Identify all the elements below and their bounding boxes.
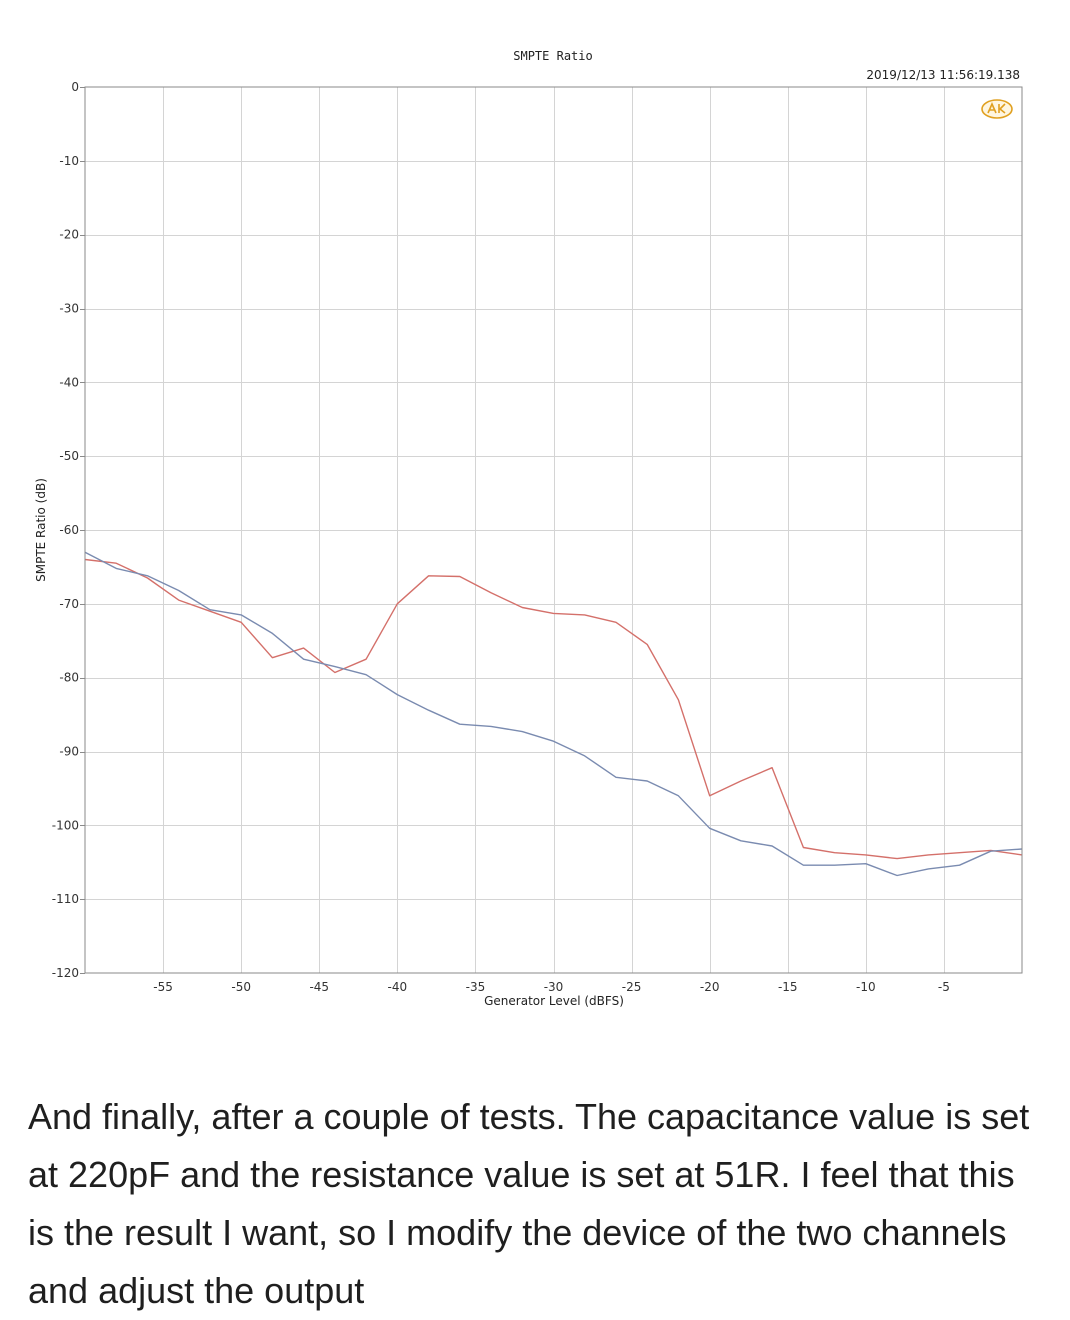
y-tick-label: -80 bbox=[59, 671, 79, 685]
x-tick-label: -35 bbox=[466, 980, 486, 994]
x-tick-label: -30 bbox=[544, 980, 564, 994]
ap-logo-icon bbox=[981, 99, 1013, 119]
x-tick-label: -45 bbox=[309, 980, 329, 994]
article-caption: And finally, after a couple of tests. Th… bbox=[28, 1096, 1030, 1311]
x-tick-label: -15 bbox=[778, 980, 798, 994]
x-tick-label: -20 bbox=[700, 980, 720, 994]
x-tick-label: -55 bbox=[153, 980, 173, 994]
chart-timestamp: 2019/12/13 11:56:19.138 bbox=[866, 68, 1020, 82]
series-layer bbox=[84, 551, 1023, 877]
y-tick-label: -50 bbox=[59, 449, 79, 463]
y-tick-label: -30 bbox=[59, 302, 79, 316]
tick-layer: -55 -50 -45 -40 -35 -30 -25 -20 -15 -10 -50-10-20-… bbox=[52, 80, 950, 994]
x-tick-label: -40 bbox=[388, 980, 408, 994]
x-tick-label: -50 bbox=[231, 980, 251, 994]
x-tick-label: -5 bbox=[938, 980, 950, 994]
y-tick-label: -20 bbox=[59, 228, 79, 242]
x-tick-label: -25 bbox=[622, 980, 642, 994]
y-tick-label: -60 bbox=[59, 523, 79, 537]
y-tick-label: -10 bbox=[59, 154, 79, 168]
y-tick-label: -70 bbox=[59, 597, 79, 611]
smpte-chart: -55 -50 -45 -40 -35 -30 -25 -20 -15 -10 -5 0 -10 -20-… bbox=[34, 49, 1023, 1008]
y-tick-label: 0 bbox=[71, 80, 79, 94]
series-line-2 bbox=[84, 551, 1023, 877]
chart-canvas: -55 -50 -45 -40 -35 -30 -25 -20 -15 -10 -50-10-20-… bbox=[34, 49, 1023, 1008]
x-tick-label: -10 bbox=[856, 980, 876, 994]
y-tick-label: -40 bbox=[59, 375, 79, 389]
y-tick-label: -110 bbox=[52, 892, 79, 906]
grid-layer bbox=[85, 87, 1022, 973]
y-axis-label: SMPTE Ratio (dB) bbox=[34, 478, 48, 582]
y-tick-label: -120 bbox=[52, 966, 79, 980]
chart-title: SMPTE Ratio bbox=[513, 49, 592, 63]
series-line-1 bbox=[84, 558, 1023, 860]
y-tick-label: -90 bbox=[59, 745, 79, 759]
x-axis-label: Generator Level (dBFS) bbox=[484, 994, 624, 1008]
y-tick-label: -100 bbox=[52, 818, 79, 832]
